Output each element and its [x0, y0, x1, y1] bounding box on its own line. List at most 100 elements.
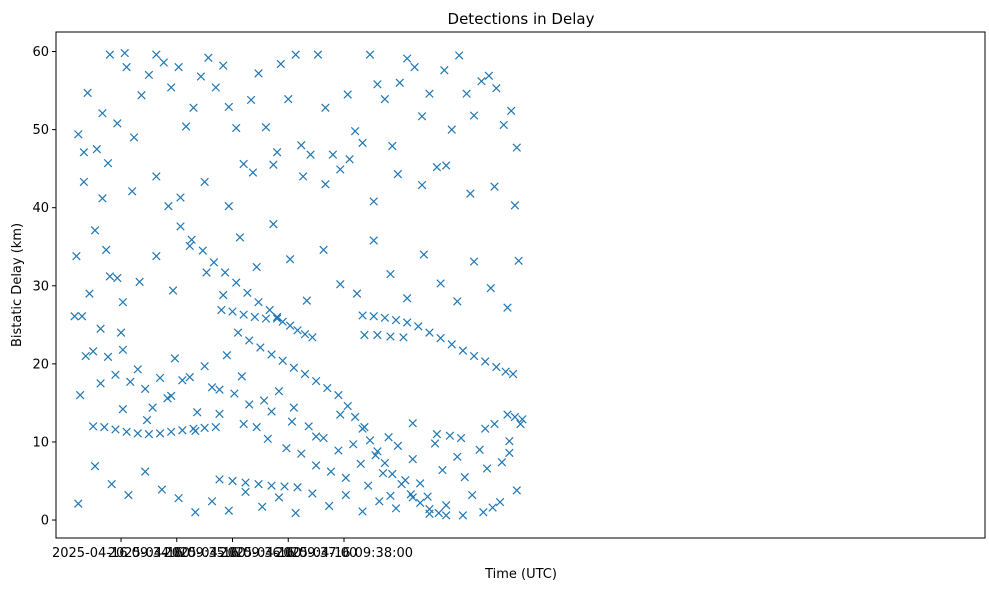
y-axis: 0 10 20 30 40 50 60 — [32, 45, 56, 529]
data-point — [384, 433, 393, 442]
data-point — [215, 409, 224, 419]
data-point — [291, 508, 300, 518]
data-point — [155, 429, 165, 438]
data-point — [96, 324, 105, 333]
data-point — [185, 372, 195, 382]
data-point — [480, 424, 490, 433]
data-point — [166, 391, 176, 401]
data-point — [453, 452, 462, 462]
data-point — [241, 487, 250, 497]
data-point — [101, 245, 111, 255]
data-point — [235, 233, 245, 242]
data-point — [477, 76, 486, 86]
data-point — [293, 326, 302, 335]
data-point — [192, 408, 202, 417]
data-point — [113, 273, 122, 283]
data-point — [311, 461, 321, 470]
data-point — [369, 312, 378, 321]
data-point — [217, 305, 226, 315]
data-point — [261, 123, 271, 132]
data-point — [245, 400, 254, 409]
y-tick-label: 20 — [32, 357, 49, 372]
data-point — [490, 182, 499, 191]
data-point — [350, 126, 360, 136]
data-point — [272, 314, 282, 323]
data-point — [289, 403, 299, 412]
data-point — [248, 168, 258, 177]
data-point — [425, 89, 434, 98]
y-tick-label: 30 — [32, 279, 49, 294]
data-point — [505, 436, 514, 446]
data-point — [75, 390, 85, 400]
data-point — [386, 269, 395, 279]
data-point — [499, 120, 509, 130]
data-point — [414, 322, 423, 331]
y-tick-label: 10 — [32, 435, 49, 450]
data-point — [349, 440, 358, 449]
data-point — [373, 330, 382, 340]
data-point — [415, 498, 425, 508]
data-point — [441, 500, 451, 510]
x-tick-label: 2025-04-16 09:35:00 — [108, 546, 246, 561]
data-point — [107, 479, 116, 489]
data-point — [140, 384, 150, 394]
data-point — [480, 357, 490, 366]
data-point — [425, 328, 434, 337]
data-point — [503, 303, 512, 312]
data-point — [272, 312, 282, 322]
data-point — [512, 143, 522, 152]
y-axis-label: Bistatic Delay (km) — [10, 223, 25, 347]
data-point — [297, 141, 306, 150]
data-point — [252, 262, 261, 272]
data-point — [200, 361, 209, 371]
y-tick-label: 0 — [41, 514, 49, 529]
data-point — [142, 415, 152, 425]
data-point — [343, 90, 352, 99]
data-point — [360, 422, 369, 432]
data-point — [453, 297, 462, 306]
data-point — [122, 427, 131, 437]
data-point — [265, 305, 274, 315]
data-point — [408, 418, 417, 428]
data-point — [380, 313, 390, 323]
data-point — [505, 448, 514, 458]
data-point — [334, 390, 343, 400]
data-point — [181, 122, 191, 131]
data-point — [157, 485, 167, 494]
data-point — [111, 370, 120, 380]
data-point — [432, 162, 442, 172]
data-point — [126, 377, 135, 387]
data-point — [508, 369, 518, 379]
data-point — [209, 258, 219, 267]
data-point — [440, 66, 449, 75]
data-point — [430, 439, 440, 448]
data-point — [386, 332, 395, 341]
data-point — [152, 251, 161, 261]
data-point — [159, 58, 168, 67]
data-point — [484, 71, 494, 80]
data-point — [96, 379, 105, 388]
data-point — [152, 172, 161, 181]
data-point — [269, 219, 278, 229]
data-point — [98, 194, 107, 203]
x-tick-label: 2025-04-16 09:37:00 — [219, 546, 357, 561]
data-point — [369, 236, 378, 245]
data-point — [124, 490, 133, 500]
data-point — [178, 376, 187, 385]
data-point — [245, 336, 254, 345]
data-point — [191, 508, 200, 517]
data-point — [454, 51, 464, 60]
data-point — [423, 492, 432, 501]
data-point — [133, 365, 142, 374]
data-point — [419, 250, 429, 259]
data-point — [436, 333, 445, 343]
data-point — [469, 351, 479, 361]
data-point — [285, 321, 295, 330]
y-tick-label: 40 — [32, 201, 49, 216]
data-point — [152, 50, 161, 59]
data-point — [103, 352, 113, 362]
data-point — [280, 482, 289, 491]
data-point — [501, 367, 510, 376]
